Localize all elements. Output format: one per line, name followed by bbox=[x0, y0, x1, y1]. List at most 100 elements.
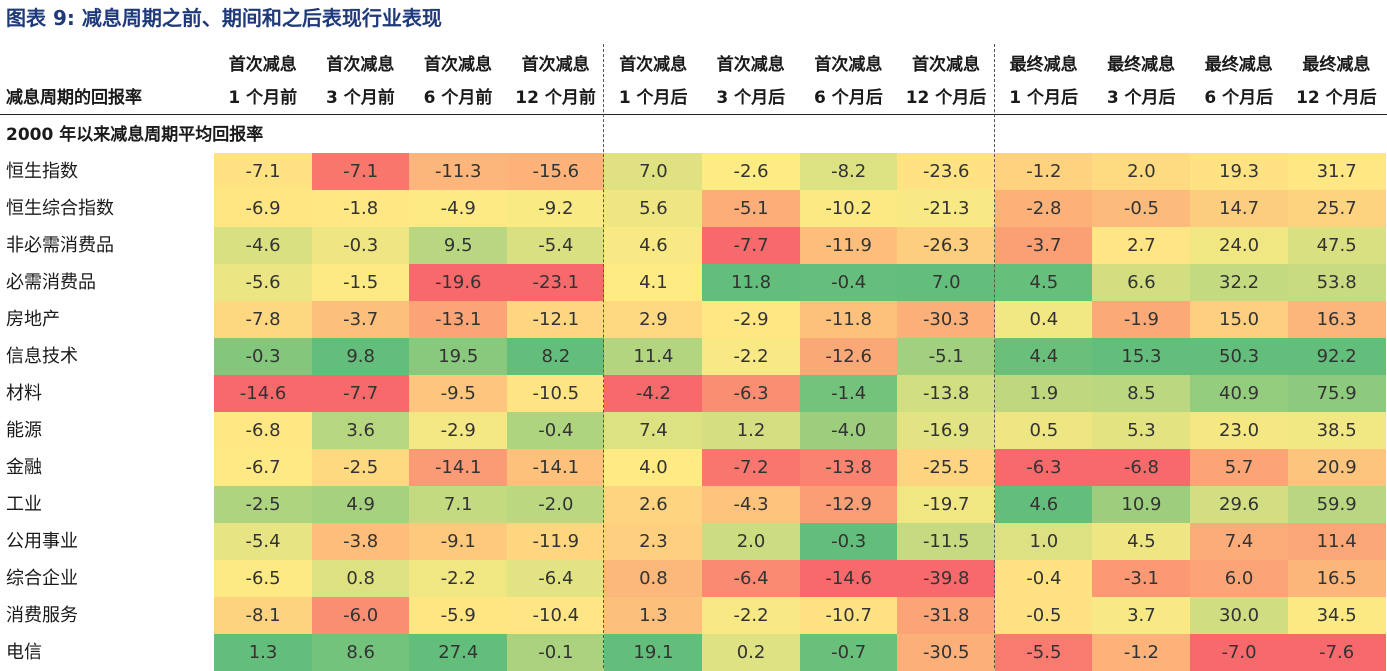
section-label: 2000 年以来减息周期平均回报率 bbox=[6, 125, 264, 145]
heatmap-cell: 38.5 bbox=[1287, 412, 1386, 449]
heatmap-cell: -14.1 bbox=[409, 449, 508, 486]
heatmap-cell: -11.5 bbox=[897, 523, 996, 560]
heatmap-cell: -10.2 bbox=[799, 190, 898, 227]
column-header-line2: 1 个月前 bbox=[228, 88, 298, 108]
heatmap-cell: 23.0 bbox=[1190, 412, 1289, 449]
column-header-line2: 6 个月后 bbox=[814, 88, 883, 108]
heatmap-cell: -7.8 bbox=[214, 301, 313, 338]
heatmap-cell: -13.1 bbox=[409, 301, 508, 338]
column-header-line1: 首次减息 bbox=[521, 55, 590, 75]
heatmap-cell: 4.5 bbox=[1092, 523, 1191, 560]
heatmap-cell: 2.7 bbox=[1092, 227, 1191, 264]
heatmap-cell: 75.9 bbox=[1287, 375, 1386, 412]
heatmap-cell: -6.3 bbox=[702, 375, 801, 412]
heatmap-cell: 29.6 bbox=[1190, 486, 1289, 523]
column-header-line2: 12 个月后 bbox=[1296, 88, 1377, 108]
heatmap-cell: 25.7 bbox=[1287, 190, 1386, 227]
heatmap-cell: -1.2 bbox=[1092, 634, 1191, 671]
row-label: 消费服务 bbox=[6, 605, 78, 626]
column-header-line1: 首次减息 bbox=[716, 55, 785, 75]
heatmap-cell: 11.8 bbox=[702, 264, 801, 301]
heatmap-cell: 53.8 bbox=[1287, 264, 1386, 301]
heatmap-cell: -9.2 bbox=[506, 190, 605, 227]
heatmap-cell: 5.6 bbox=[604, 190, 703, 227]
chart-title: 图表 9: 减息周期之前、期间和之后表现行业表现 bbox=[6, 6, 442, 30]
heatmap-cell: -7.0 bbox=[1190, 634, 1289, 671]
column-header-line1: 最终减息 bbox=[1009, 55, 1078, 75]
heatmap-cell: -0.3 bbox=[311, 227, 410, 264]
heatmap-cell: -2.2 bbox=[409, 560, 508, 597]
column-header-line2: 1 个月后 bbox=[618, 88, 688, 108]
heatmap-cell: -6.8 bbox=[214, 412, 313, 449]
heatmap-cell: 4.4 bbox=[994, 338, 1093, 375]
heatmap-cell: -7.7 bbox=[702, 227, 801, 264]
column-header-line2: 3 个月后 bbox=[716, 88, 786, 108]
heatmap-cell: -1.2 bbox=[994, 153, 1093, 190]
heatmap-cell: 11.4 bbox=[1287, 523, 1386, 560]
heatmap-cell: -7.6 bbox=[1287, 634, 1386, 671]
heatmap-cell: 30.0 bbox=[1190, 597, 1289, 634]
heatmap-cell: 1.3 bbox=[214, 634, 313, 671]
row-label: 非必需消费品 bbox=[6, 235, 114, 256]
heatmap-cell: -0.7 bbox=[799, 634, 898, 671]
heatmap-cell: 7.4 bbox=[604, 412, 703, 449]
heatmap-cell: -3.8 bbox=[311, 523, 410, 560]
heatmap-cell: 92.2 bbox=[1287, 338, 1386, 375]
heatmap-cell: -25.5 bbox=[897, 449, 996, 486]
heatmap-cell: -7.2 bbox=[702, 449, 801, 486]
heatmap-cell: -0.4 bbox=[994, 560, 1093, 597]
row-label: 房地产 bbox=[6, 309, 60, 330]
column-header-line1: 首次减息 bbox=[228, 55, 297, 75]
heatmap-cell: 1.3 bbox=[604, 597, 703, 634]
heatmap-cell: 7.0 bbox=[897, 264, 996, 301]
heatmap-cell: -3.7 bbox=[311, 301, 410, 338]
heatmap-cell: -9.5 bbox=[409, 375, 508, 412]
heatmap-cell: -5.4 bbox=[506, 227, 605, 264]
heatmap-cell: 0.8 bbox=[604, 560, 703, 597]
heatmap-cell: 2.0 bbox=[702, 523, 801, 560]
heatmap-cell: -5.5 bbox=[994, 634, 1093, 671]
heatmap-cell: -31.8 bbox=[897, 597, 996, 634]
row-label: 综合企业 bbox=[6, 568, 78, 589]
heatmap-cell: 7.0 bbox=[604, 153, 703, 190]
heatmap-cell: -4.3 bbox=[702, 486, 801, 523]
heatmap-cell: 16.3 bbox=[1287, 301, 1386, 338]
heatmap-cell: -6.5 bbox=[214, 560, 313, 597]
row-label: 信息技术 bbox=[6, 346, 78, 367]
heatmap-cell: -7.1 bbox=[311, 153, 410, 190]
heatmap-cell: -6.8 bbox=[1092, 449, 1191, 486]
heatmap-cell: -23.6 bbox=[897, 153, 996, 190]
heatmap-cell: -30.3 bbox=[897, 301, 996, 338]
heatmap-cell: -0.4 bbox=[506, 412, 605, 449]
heatmap-cell: -30.5 bbox=[897, 634, 996, 671]
heatmap-cell: 2.6 bbox=[604, 486, 703, 523]
heatmap-cell: -11.9 bbox=[506, 523, 605, 560]
heatmap-cell: -23.1 bbox=[506, 264, 605, 301]
heatmap-cell: -2.5 bbox=[311, 449, 410, 486]
column-header-line1: 最终减息 bbox=[1302, 55, 1371, 75]
heatmap-cell: -13.8 bbox=[799, 449, 898, 486]
heatmap-cell: 8.2 bbox=[506, 338, 605, 375]
heatmap-cell: -3.7 bbox=[994, 227, 1093, 264]
column-header-line1: 首次减息 bbox=[326, 55, 395, 75]
heatmap-cell: -12.1 bbox=[506, 301, 605, 338]
heatmap-cell: 2.9 bbox=[604, 301, 703, 338]
row-header-label: 减息周期的回报率 bbox=[6, 88, 142, 108]
heatmap-cell: 9.8 bbox=[311, 338, 410, 375]
heatmap-cell: -8.1 bbox=[214, 597, 313, 634]
heatmap-cell: -2.6 bbox=[702, 153, 801, 190]
heatmap-cell: -1.9 bbox=[1092, 301, 1191, 338]
heatmap-cell: -19.7 bbox=[897, 486, 996, 523]
heatmap-cell: -14.1 bbox=[506, 449, 605, 486]
heatmap-cell: -4.6 bbox=[214, 227, 313, 264]
heatmap-cell: 10.9 bbox=[1092, 486, 1191, 523]
heatmap-cell: 5.7 bbox=[1190, 449, 1289, 486]
group-separator bbox=[993, 44, 995, 668]
row-label: 电信 bbox=[6, 642, 42, 663]
heatmap-cell: 0.5 bbox=[994, 412, 1093, 449]
heatmap-cell: 4.6 bbox=[994, 486, 1093, 523]
row-label: 恒生综合指数 bbox=[6, 198, 114, 219]
heatmap-cell: 2.3 bbox=[604, 523, 703, 560]
heatmap-cell: 19.1 bbox=[604, 634, 703, 671]
column-header-line2: 12 个月后 bbox=[905, 88, 987, 108]
